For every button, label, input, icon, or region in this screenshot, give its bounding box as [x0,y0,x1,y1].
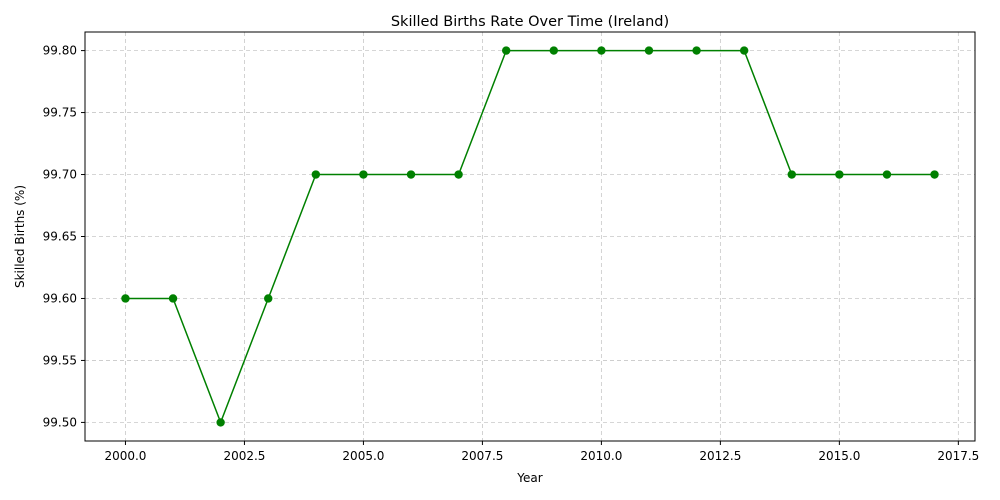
x-axis-title: Year [516,471,542,485]
y-tick-label: 99.50 [43,415,77,429]
y-axis-title: Skilled Births (%) [13,185,27,288]
x-tick-label: 2017.5 [937,449,979,463]
ticks: 2000.0 2002.5 2005.0 2007.5 2010.0 2012.5 2015… [43,44,980,463]
data-point [406,170,416,179]
chart-title: Skilled Births Rate Over Time (Ireland) [391,14,669,30]
data-point [835,170,844,179]
data-point [930,170,939,179]
x-tick-label: 2007.5 [461,449,503,463]
data-point [502,46,511,55]
x-tick-label: 2015.0 [818,449,860,463]
y-tick-label: 99.80 [43,44,77,58]
data-point [121,294,130,303]
grid [85,32,975,441]
data-point [311,170,321,179]
x-tick-label: 2000.0 [104,449,146,463]
data-point [882,170,892,179]
x-tick-label: 2012.5 [699,449,741,463]
x-tick-label: 2005.0 [342,449,384,463]
data-point [787,170,796,179]
x-tick-label: 2002.5 [223,449,265,463]
series-line [125,49,935,424]
data-point [359,170,368,179]
series-layer [121,46,939,427]
y-tick-label: 99.60 [43,291,77,305]
y-tick-label: 99.75 [43,106,77,120]
data-point [549,46,558,55]
data-point [168,294,178,303]
data-point [264,294,273,303]
y-tick-label: 99.55 [43,353,77,367]
x-tick-label: 2010.0 [580,449,622,463]
data-point [644,46,654,55]
data-point [739,46,749,55]
data-point [454,170,463,179]
y-tick-label: 99.65 [43,230,77,244]
data-point [692,46,701,55]
data-point [216,418,225,427]
y-tick-label: 99.70 [43,168,77,182]
data-point [597,46,606,55]
